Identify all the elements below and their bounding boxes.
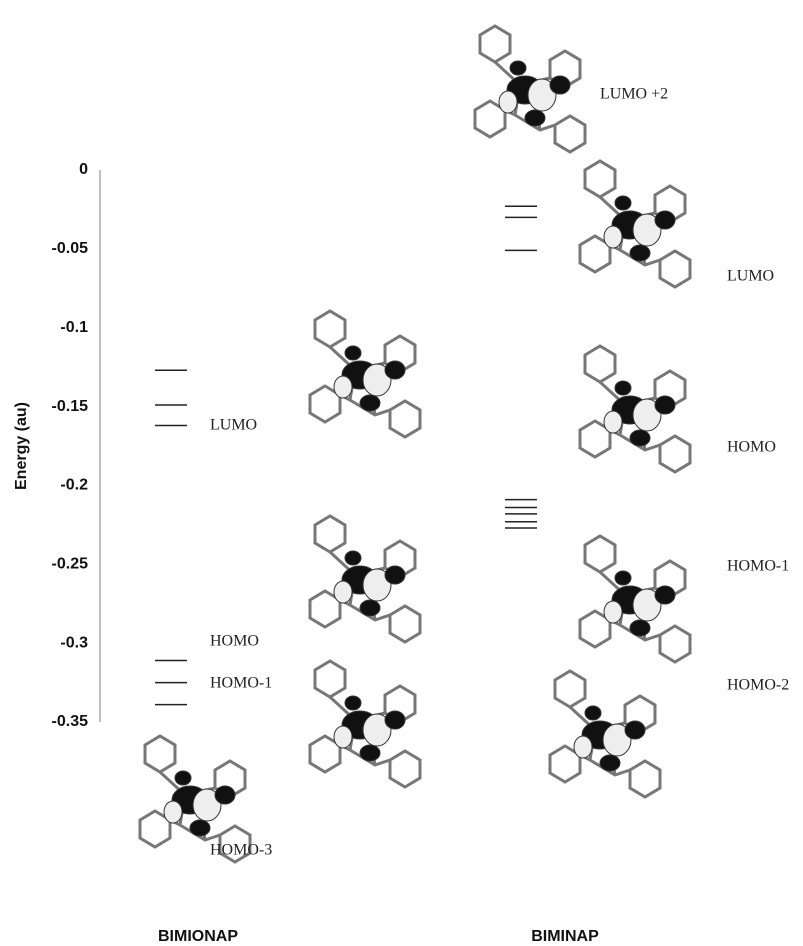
y-axis-label: Energy (au) [13,402,30,490]
group-label: BIMINAP [531,928,599,945]
orbital-image [578,159,692,289]
orbital-image [578,534,692,664]
orbital-label: HOMO [727,439,776,456]
orbital-label: LUMO +2 [600,86,668,103]
y-tick-label: -0.1 [60,319,88,336]
y-tick-label: 0 [79,161,88,178]
orbital-label: LUMO [210,417,257,434]
orbital-image [548,669,662,799]
orbital-label: HOMO-2 [727,677,789,694]
y-tick-label: -0.3 [60,634,88,651]
y-tick-label: -0.25 [52,556,89,573]
orbital-image [308,309,422,439]
orbital-label: HOMO-1 [727,558,789,575]
orbital-image [473,24,587,154]
group-label: BIMIONAP [158,928,238,945]
y-tick-label: -0.2 [60,477,88,494]
orbital-image [308,514,422,644]
y-tick-label: -0.35 [52,713,89,730]
y-tick-label: -0.15 [52,398,89,415]
orbital-label: LUMO [727,268,774,285]
orbital-label: HOMO-3 [210,842,272,859]
orbital-image [578,344,692,474]
orbital-images [138,24,692,864]
orbital-label: HOMO [210,633,259,650]
orbital-image [308,659,422,789]
y-tick-label: -0.05 [52,240,89,257]
orbital-label: HOMO-1 [210,675,272,692]
